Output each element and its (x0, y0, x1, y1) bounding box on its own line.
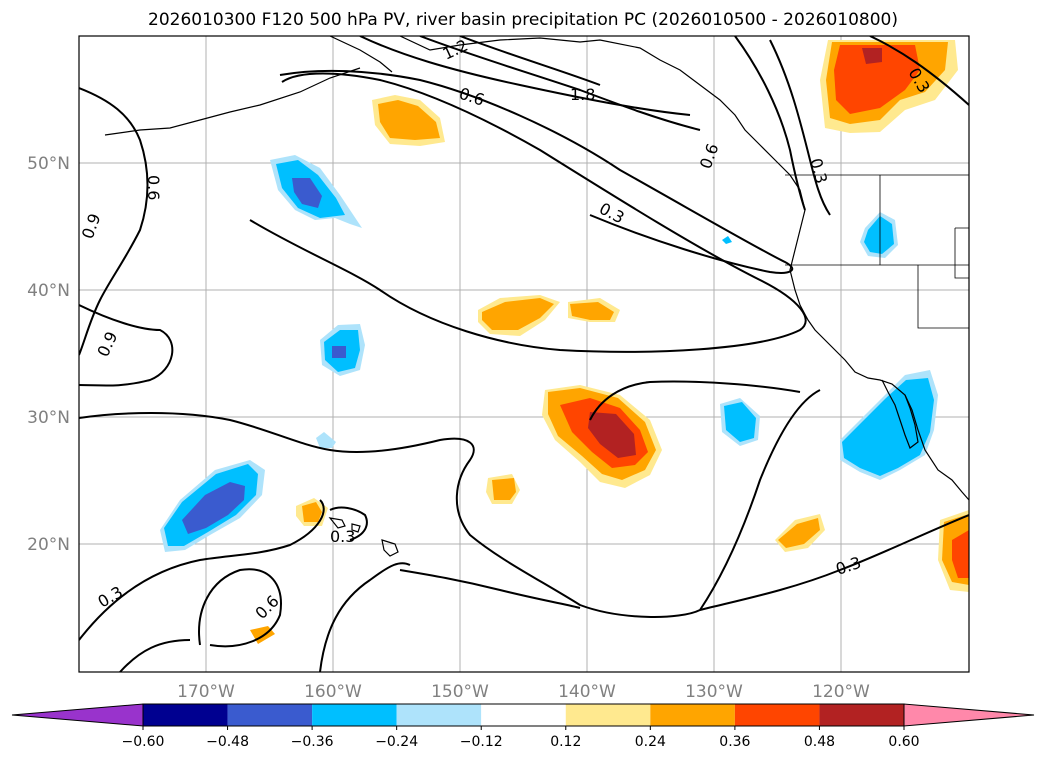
colorbar-tick-label: 0.24 (635, 734, 666, 750)
lat-label: 30°N (27, 408, 70, 428)
colorbar-tick-label: −0.48 (206, 734, 249, 750)
gridlines (79, 36, 969, 672)
pv-contours (79, 36, 969, 672)
latitude-labels: 50°N 40°N 30°N 20°N (27, 154, 70, 555)
colorbar-tick-label: 0.12 (550, 734, 581, 750)
contour-label: 0.3 (806, 156, 831, 186)
lon-label: 140°W (558, 682, 616, 702)
contour-label: 1.8 (570, 85, 595, 104)
lon-label: 120°W (812, 682, 870, 702)
blob-central-positive-a (478, 295, 560, 336)
blob-mid-negative (320, 324, 365, 376)
contour-label: 0.9 (78, 211, 105, 241)
map-title: 2026010300 F120 500 hPa PV, river basin … (148, 10, 898, 30)
lon-label: 130°W (685, 682, 743, 702)
blob-subtropical-positive (542, 385, 662, 488)
colorbar-segment (819, 704, 904, 726)
coastlines (104, 36, 969, 557)
map-frame (78, 35, 970, 673)
blob-north-negative (270, 155, 362, 228)
blob-tiny-negative (316, 432, 336, 448)
colorbar-tick-label: −0.36 (291, 734, 334, 750)
colorbar-extend-high (903, 703, 1035, 727)
contour-label: 0.3 (596, 199, 627, 228)
lon-label: 150°W (431, 682, 489, 702)
blob-central-positive-b (568, 298, 620, 322)
colorbar-segment (143, 704, 228, 726)
blob-small-positive (486, 474, 520, 504)
blob-east-negative (720, 398, 760, 446)
blob-continental-negative (860, 212, 898, 258)
blob-tiny-east-negative (722, 236, 732, 244)
colorbar: −0.60 −0.48 −0.36 −0.24 −0.12 0.12 0.24 0.36 0.4… (11, 703, 1035, 750)
contour-label: 1.2 (440, 36, 471, 64)
colorbar-segment (227, 704, 313, 726)
colorbar-tick-label: −0.12 (460, 734, 503, 750)
colorbar-tick-label: 0.36 (719, 734, 750, 750)
colorbar-outline (142, 703, 905, 727)
blob-southeast-positive-a (775, 514, 825, 552)
lat-label: 20°N (27, 535, 70, 555)
colorbar-segment (481, 704, 566, 726)
lat-label: 50°N (27, 154, 70, 174)
lon-label: 170°W (177, 682, 235, 702)
contour-label: 0.3 (330, 527, 355, 546)
contour-label: 0.9 (93, 329, 121, 360)
map-area: 1.2 0.6 1.8 0.6 0.3 0.3 0.6 0.9 0.9 0.3 … (78, 36, 969, 672)
blob-southwest-negative (160, 460, 265, 552)
colorbar-segment (396, 704, 482, 726)
colorbar-tick-label: −0.24 (375, 734, 418, 750)
colorbar-tick-label: 0.60 (888, 734, 919, 750)
colorbar-segment (650, 704, 735, 726)
colorbar-tick-label: 0.48 (804, 734, 835, 750)
blob-alaska-positive (372, 95, 445, 146)
colorbar-segment (312, 704, 397, 726)
contour-label: 0.3 (833, 553, 863, 579)
contour-label: 0.3 (95, 582, 127, 611)
longitude-labels: 170°W 160°W 150°W 140°W 130°W 120°W (177, 682, 870, 702)
colorbar-tick-label: −0.60 (122, 734, 165, 750)
lon-label: 160°W (304, 682, 362, 702)
precip-pc-shading (160, 40, 969, 644)
blob-northeast-positive (820, 40, 958, 133)
blob-southeast-positive-b (938, 510, 969, 592)
colorbar-extend-low (11, 703, 144, 727)
contour-label: 0.6 (144, 175, 163, 200)
blob-baja-negative (840, 370, 938, 480)
colorbar-segment (565, 704, 651, 726)
lat-label: 40°N (27, 281, 70, 301)
colorbar-segment (734, 704, 820, 726)
contour-label: 0.6 (696, 141, 723, 171)
contour-label: 0.6 (457, 84, 487, 110)
